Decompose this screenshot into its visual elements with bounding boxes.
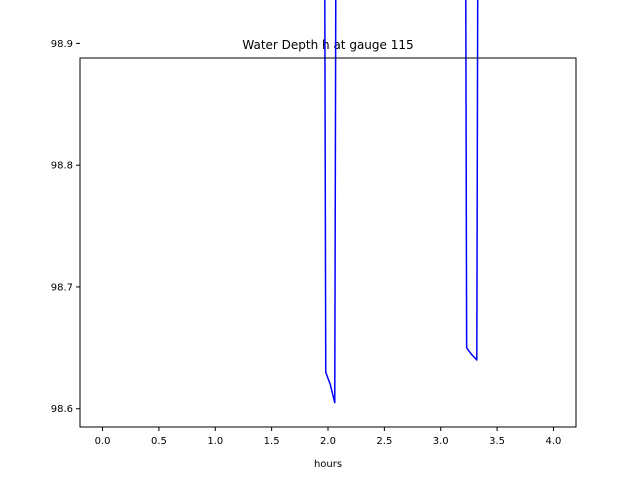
plot-background — [80, 58, 576, 427]
x-axis: 0.0 0.5 1.0 1.5 2.0 2.5 3.0 3.5 4.0 — [95, 427, 562, 447]
x-tick-label: 1.0 — [207, 436, 223, 447]
x-tick-label: 0.5 — [151, 436, 167, 447]
y-tick-label: 98.9 — [51, 39, 73, 50]
x-tick-label: 3.0 — [433, 436, 449, 447]
x-tick-label: 4.0 — [546, 436, 562, 447]
y-tick-label: 98.8 — [51, 161, 73, 172]
y-tick-label: 98.6 — [51, 404, 73, 415]
plot-area — [79, 0, 577, 428]
x-tick-label: 3.5 — [489, 436, 505, 447]
x-tick-label: 2.5 — [376, 436, 392, 447]
x-tick-label: 2.0 — [320, 436, 336, 447]
x-tick-label: 1.5 — [264, 436, 280, 447]
chart-title: Water Depth h at gauge 115 — [242, 38, 413, 52]
y-tick-label: 98.7 — [51, 282, 73, 293]
x-axis-label: hours — [314, 459, 342, 470]
y-axis: 98.698.798.898.999.0 — [51, 39, 80, 415]
x-tick-label: 0.0 — [95, 436, 111, 447]
